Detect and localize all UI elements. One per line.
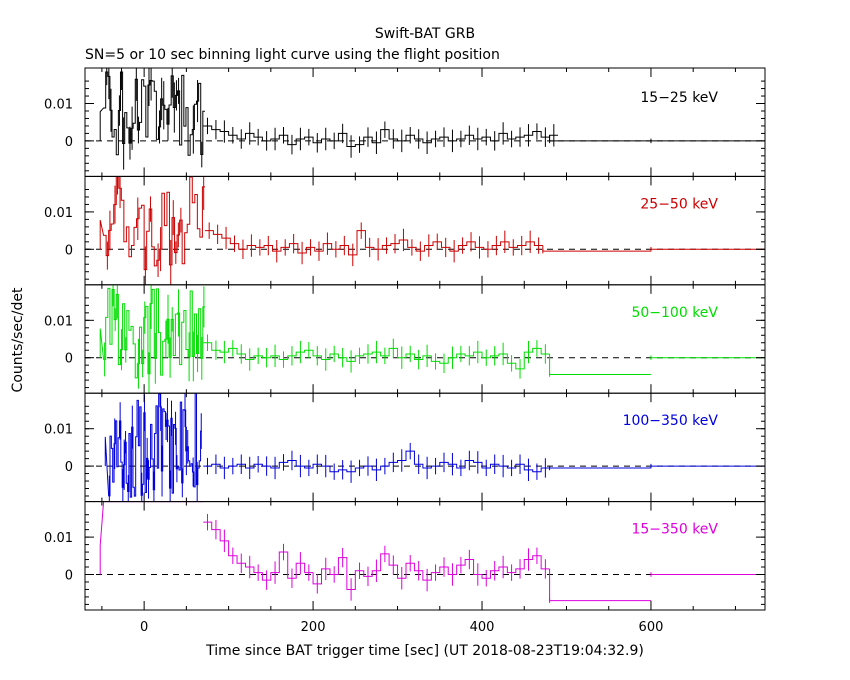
y-tick-label: 0	[65, 352, 73, 367]
panel-energy-label: 50−100 keV	[631, 305, 718, 321]
panel-energy-label: 100−350 keV	[623, 413, 719, 429]
chart-subtitle: SN=5 or 10 sec binning light curve using…	[85, 47, 500, 63]
panel-frame	[84, 284, 766, 394]
burst-step-line	[99, 287, 205, 379]
panel-frame	[84, 501, 766, 611]
y-tick-label: 0	[65, 243, 73, 258]
panel-5: 0 0.01 15−350 keV	[44, 501, 766, 611]
panel-energy-label: 15−25 keV	[640, 90, 718, 106]
burst-step-line	[99, 71, 205, 156]
panel-data	[85, 68, 765, 170]
binned-step-line	[203, 521, 550, 590]
panel-data	[85, 284, 765, 394]
panel-frame	[84, 67, 766, 177]
panel-3: 0 0.01 50−100 keV	[44, 284, 766, 394]
binned-step-line	[203, 342, 550, 370]
panel-1: 0 0.01 15−25 keV	[44, 67, 766, 177]
binned-step-line	[204, 230, 543, 256]
burst-step-line	[99, 176, 205, 271]
y-tick-label: 0.01	[44, 206, 73, 221]
y-tick-label: 0.01	[44, 314, 73, 329]
panel-4: 0 0.01 100−350 keV	[44, 392, 766, 503]
x-axis-label: Time since BAT trigger time [sec] (UT 20…	[205, 643, 644, 659]
x-tick-label: 200	[301, 620, 326, 635]
y-tick-label: 0	[65, 568, 73, 583]
x-tick-label: 0	[140, 620, 148, 635]
x-tick-label: 400	[470, 620, 495, 635]
panel-2: 0 0.01 25−50 keV	[44, 175, 766, 286]
y-tick-label: 0.01	[44, 423, 73, 438]
panel-data	[85, 393, 765, 502]
panel-energy-label: 15−350 keV	[631, 522, 718, 538]
x-tick-label: 600	[639, 620, 664, 635]
burst-step-line	[104, 393, 202, 498]
binned-step-line	[203, 450, 550, 473]
binned-step-line	[203, 125, 559, 147]
panel-energy-label: 25−50 keV	[640, 196, 718, 212]
y-tick-label: 0	[65, 135, 73, 150]
panel-data	[85, 501, 765, 603]
y-tick-label: 0.01	[44, 531, 73, 546]
panels-group: 0 0.01 15−25 keV 0 0.01 25−50 keV 0 0.01 50−100 …	[44, 67, 766, 635]
panel-data	[85, 176, 765, 285]
chart-title: Swift-BAT GRB	[375, 26, 475, 42]
y-tick-label: 0	[65, 460, 73, 475]
y-tick-label: 0.01	[44, 98, 73, 113]
burst-step-line	[99, 501, 204, 575]
y-axis-label: Counts/sec/det	[10, 287, 26, 392]
